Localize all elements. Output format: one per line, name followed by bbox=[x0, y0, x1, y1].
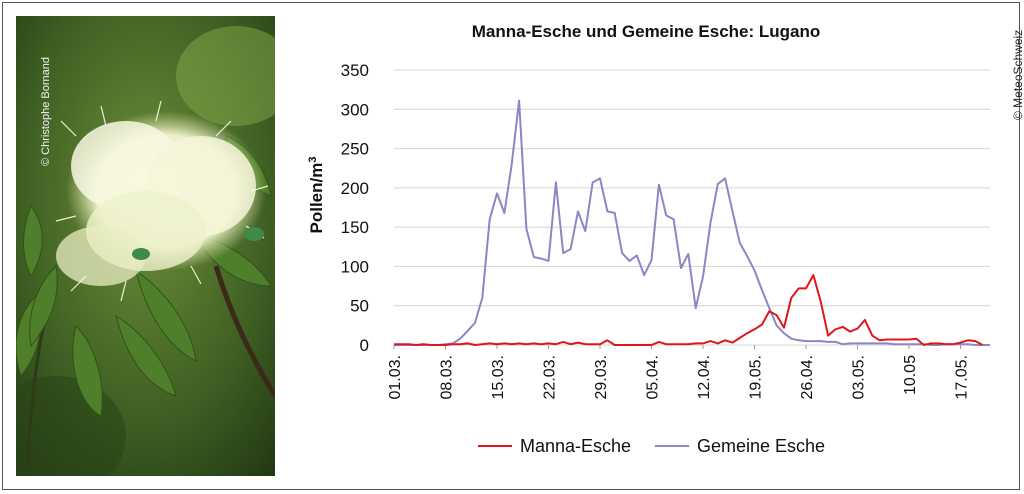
y-tick-label: 250 bbox=[341, 140, 369, 159]
flower-photo: © Christophe Bornand bbox=[16, 16, 275, 476]
x-tick-label: 22.03. bbox=[542, 355, 559, 399]
y-tick-label: 150 bbox=[341, 218, 369, 237]
x-tick-label: 19.05. bbox=[748, 355, 765, 399]
x-tick-labels: 01.03. 08.03. 15.03. 22.03. 29.03. 05.04. 12.0… bbox=[387, 345, 971, 399]
photo-credit: © Christophe Bornand bbox=[40, 56, 52, 166]
x-tick-label: 10.05 bbox=[902, 355, 919, 395]
x-tick-label: 12.04. bbox=[696, 355, 713, 399]
y-tick-label: 100 bbox=[341, 257, 369, 276]
source-credit: © MeteoSchweiz bbox=[1011, 29, 1024, 120]
x-tick-label: 15.03. bbox=[490, 355, 507, 399]
grid-lines bbox=[394, 69, 990, 346]
y-tick-label: 300 bbox=[341, 100, 369, 119]
legend-label: Gemeine Esche bbox=[697, 436, 825, 456]
x-tick-label: 05.04. bbox=[645, 355, 662, 399]
y-tick-label: 200 bbox=[341, 179, 369, 198]
legend: Manna-Esche Gemeine Esche bbox=[478, 436, 825, 456]
x-tick-label: 26.04. bbox=[799, 355, 816, 399]
x-tick-label: 29.03. bbox=[593, 355, 610, 399]
x-tick-label: 03.05. bbox=[851, 355, 868, 399]
series-line-gemeine-esche bbox=[394, 99, 990, 346]
ash-blossom-illustration bbox=[16, 16, 275, 476]
y-tick-label: 50 bbox=[350, 297, 369, 316]
y-tick-label: 350 bbox=[341, 61, 369, 80]
x-tick-label: 17.05. bbox=[954, 355, 971, 399]
y-axis-label: Pollen/m3 bbox=[307, 157, 326, 234]
x-tick-label: 01.03. bbox=[387, 355, 404, 399]
y-tick-labels: 0 50 100 150 200 250 300 350 bbox=[341, 61, 369, 355]
y-tick-label: 0 bbox=[360, 336, 369, 355]
pollen-line-chart: 0 50 100 150 200 250 300 350 01.03. 08.03. 15.03.… bbox=[307, 61, 990, 456]
chart-title: Manna-Esche und Gemeine Esche: Lugano bbox=[471, 22, 821, 41]
series-line-manna-esche bbox=[394, 274, 984, 346]
series-lines bbox=[394, 99, 990, 346]
legend-label: Manna-Esche bbox=[520, 436, 631, 456]
x-tick-label: 08.03. bbox=[439, 355, 456, 399]
